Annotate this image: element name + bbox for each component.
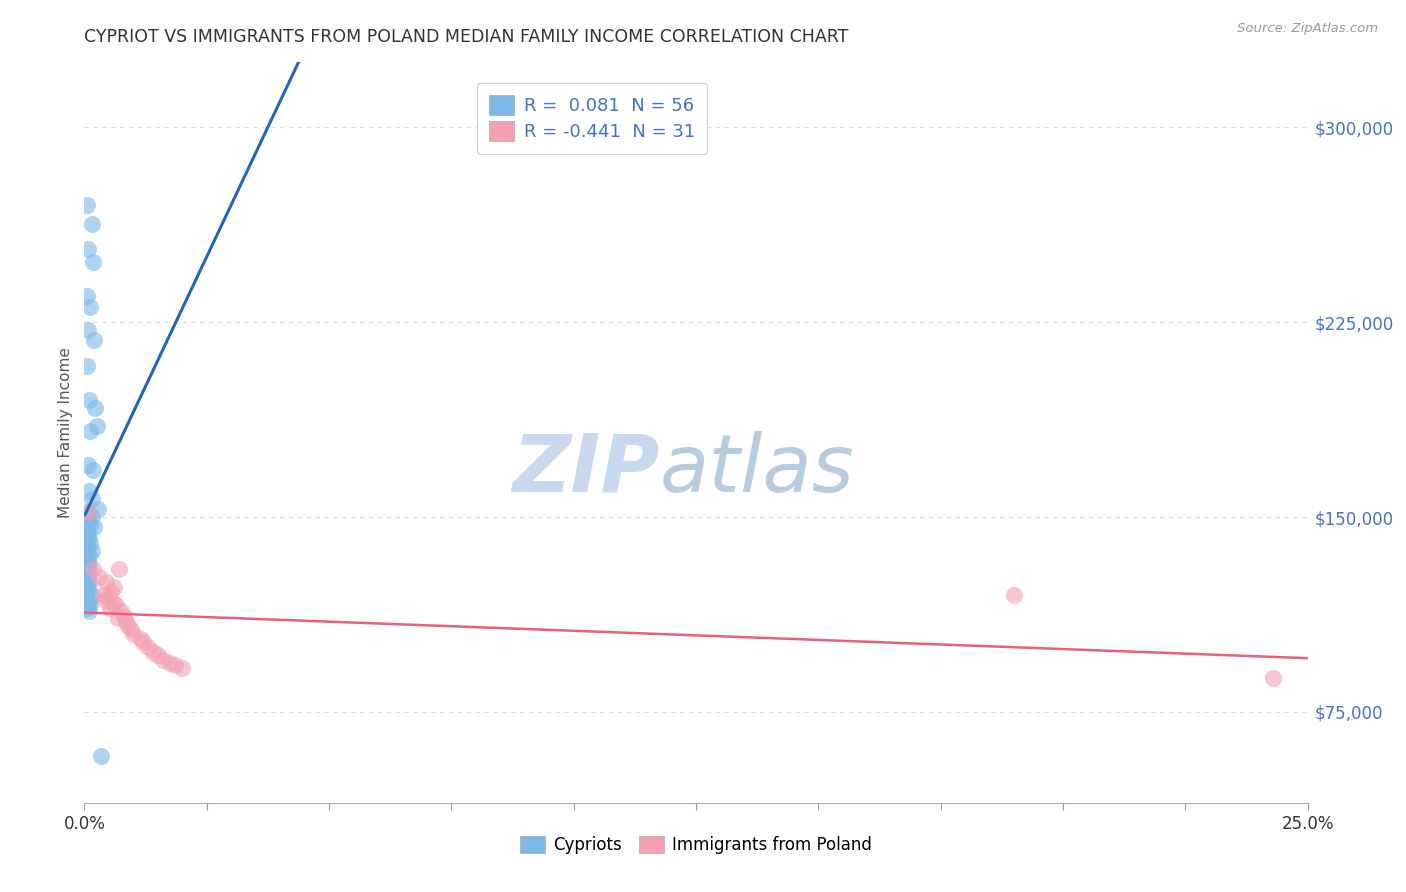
Point: [84, 401, 107, 415]
Point: [107, 611, 129, 625]
Point: [76, 601, 98, 615]
Point: [77, 565, 100, 579]
Point: [75, 528, 97, 542]
Point: [75, 562, 97, 576]
Point: [80, 217, 103, 231]
Point: [77, 554, 100, 568]
Point: [91, 588, 114, 602]
Point: [79, 300, 101, 314]
Point: [76, 505, 98, 519]
Point: [136, 640, 159, 654]
Legend: Cypriots, Immigrants from Poland: Cypriots, Immigrants from Poland: [513, 830, 879, 861]
Point: [117, 619, 139, 633]
Point: [77, 541, 100, 556]
Point: [120, 622, 142, 636]
Point: [77, 549, 100, 563]
Point: [82, 562, 104, 576]
Point: [75, 573, 97, 587]
Point: [76, 523, 98, 537]
Point: [76, 567, 98, 582]
Point: [77, 525, 100, 540]
Text: Source: ZipAtlas.com: Source: ZipAtlas.com: [1237, 22, 1378, 36]
Point: [76, 533, 98, 548]
Point: [77, 603, 100, 617]
Point: [77, 458, 100, 472]
Point: [76, 289, 98, 303]
Point: [77, 531, 100, 545]
Point: [129, 632, 152, 647]
Point: [77, 515, 100, 529]
Point: [115, 614, 138, 628]
Point: [77, 593, 100, 607]
Point: [76, 577, 98, 591]
Text: atlas: atlas: [659, 431, 853, 508]
Point: [75, 582, 97, 597]
Point: [75, 551, 97, 566]
Point: [101, 596, 124, 610]
Point: [122, 627, 145, 641]
Point: [77, 243, 100, 257]
Point: [83, 520, 105, 534]
Point: [87, 502, 110, 516]
Text: CYPRIOT VS IMMIGRANTS FROM POLAND MEDIAN FAMILY INCOME CORRELATION CHART: CYPRIOT VS IMMIGRANTS FROM POLAND MEDIAN…: [84, 28, 849, 45]
Point: [80, 588, 103, 602]
Point: [75, 539, 97, 553]
Point: [80, 510, 103, 524]
Point: [142, 645, 165, 659]
Point: [77, 596, 100, 610]
Point: [112, 608, 135, 623]
Point: [77, 559, 100, 574]
Point: [77, 580, 100, 594]
Point: [1263, 671, 1285, 685]
Point: [159, 656, 181, 670]
Point: [79, 536, 101, 550]
Point: [163, 658, 186, 673]
Point: [103, 580, 125, 594]
Point: [77, 508, 100, 522]
Point: [94, 593, 117, 607]
Point: [79, 599, 101, 613]
Point: [96, 574, 118, 589]
Point: [82, 255, 104, 269]
Point: [77, 484, 100, 499]
Point: [76, 198, 98, 212]
Point: [146, 648, 169, 662]
Point: [172, 661, 194, 675]
Point: [77, 393, 100, 408]
Point: [132, 634, 155, 648]
Point: [152, 653, 174, 667]
Point: [86, 419, 108, 434]
Point: [97, 591, 120, 605]
Point: [76, 546, 98, 560]
Text: ZIP: ZIP: [512, 431, 659, 508]
Point: [76, 557, 98, 571]
Point: [77, 505, 100, 519]
Point: [90, 749, 112, 764]
Point: [77, 574, 100, 589]
Point: [83, 334, 105, 348]
Point: [110, 603, 132, 617]
Point: [100, 585, 122, 599]
Point: [82, 463, 104, 477]
Point: [105, 599, 128, 613]
Point: [77, 323, 100, 337]
Point: [98, 601, 121, 615]
Point: [79, 425, 101, 439]
Point: [1002, 588, 1025, 602]
Point: [87, 570, 110, 584]
Point: [80, 491, 103, 506]
Point: [107, 562, 129, 576]
Point: [76, 591, 98, 605]
Point: [77, 585, 100, 599]
Point: [76, 359, 98, 374]
Point: [77, 570, 100, 584]
Point: [80, 544, 103, 558]
Y-axis label: Median Family Income: Median Family Income: [58, 347, 73, 518]
Point: [79, 517, 101, 532]
